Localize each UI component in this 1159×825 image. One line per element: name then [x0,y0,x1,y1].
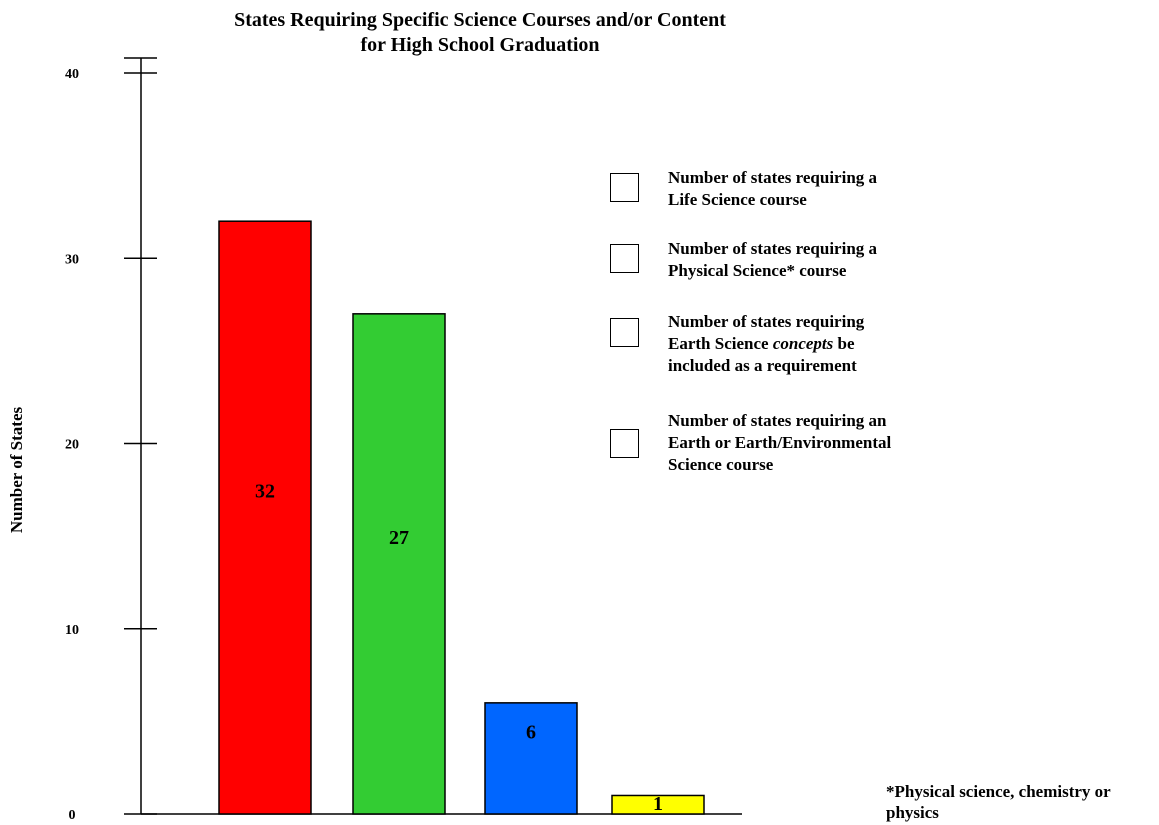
chart-title-line-2: for High School Graduation [360,34,600,56]
chart-title-line-1: States Requiring Specific Science Course… [234,9,726,31]
legend-line: Number of states requiring a [668,168,878,187]
legend-line: Number of states requiring an [668,411,887,430]
y-tick-label: 20 [65,438,79,453]
legend-line: included as a requirement [668,356,857,375]
legend-swatch-physical-science [610,244,639,273]
legend-text-earth-science-concepts: Number of states requiring Earth Science… [668,311,968,377]
legend-swatch-earth-environmental [610,429,639,458]
bar-1 [218,220,312,815]
bar-value-label: 6 [526,721,536,743]
y-tick-label: 0 [69,808,76,823]
legend-text-physical-science: Number of states requiring a Physical Sc… [668,238,968,282]
legend-line: Life Science course [668,190,807,209]
footnote: *Physical science, chemistry or physics [886,782,1111,822]
legend-line: Number of states requiring a [668,239,878,258]
bar-value-label: 1 [653,793,663,815]
y-tick-label: 10 [65,623,79,638]
legend-text-earth-environmental: Number of states requiring an Earth or E… [668,410,968,476]
legend-line: Physical Science* course [668,261,847,280]
bar-4 [611,794,705,815]
bar-value-label: 32 [255,481,275,503]
legend-line: Science course [668,455,774,474]
bar-2 [352,313,446,815]
bar-value-label: 27 [389,527,409,549]
chart-title: States Requiring Specific Science Course… [120,8,840,58]
legend-swatch-earth-science-concepts [610,318,639,347]
bar-3 [484,702,578,815]
legend-line-with-italic: Earth Science concepts be [668,334,855,353]
y-tick-label: 40 [65,67,79,82]
legend-line: Number of states requiring [668,312,865,331]
legend-swatch-life-science [610,173,639,202]
legend-line: Earth or Earth/Environmental [668,433,892,452]
legend-italic-word: concepts [772,334,834,353]
legend-text-life-science: Number of states requiring a Life Scienc… [668,167,968,211]
y-tick-label: 30 [65,252,79,267]
